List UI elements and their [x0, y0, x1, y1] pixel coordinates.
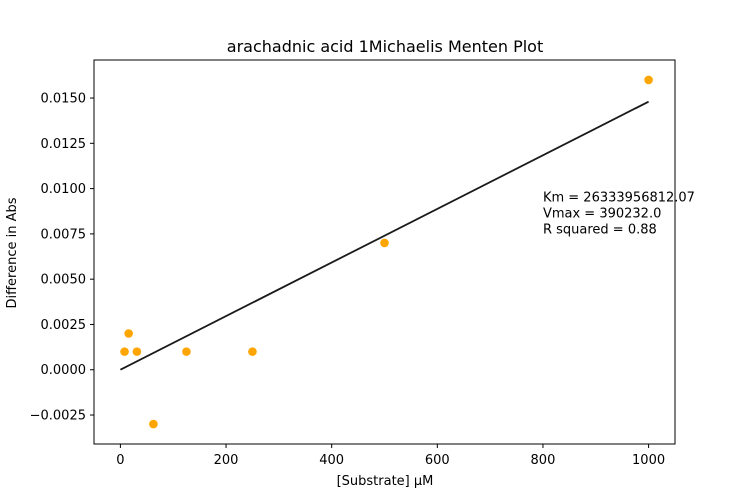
y-tick-label: −0.0025 — [30, 409, 86, 424]
fit-line-layer — [120, 100, 649, 371]
y-tick-label: 0.0000 — [41, 363, 87, 378]
plot-frame — [93, 59, 676, 445]
fit-line — [120, 100, 649, 371]
x-tick-label: 600 — [425, 453, 450, 468]
y-tick-label: 0.0100 — [41, 182, 87, 197]
data-points-layer — [120, 75, 653, 429]
y-tick-label: 0.0075 — [41, 227, 87, 242]
axes: 0 200 400 600 800 1000 −0.0025 0.0000 0.0025 0.00… — [30, 59, 676, 468]
data-point — [120, 347, 129, 356]
chart-title: arachadnic acid 1Michaelis Menten Plot — [227, 37, 543, 56]
fit-annotation-line: Km = 26333956812.07 — [543, 190, 695, 205]
x-tick-label: 800 — [531, 453, 556, 468]
x-tick-label: 0 — [116, 453, 124, 468]
x-tick-label: 1000 — [632, 453, 665, 468]
data-point — [124, 329, 133, 338]
data-point — [380, 238, 389, 248]
y-tick-label: 0.0125 — [41, 137, 87, 152]
y-tick-label: 0.0050 — [41, 273, 87, 288]
y-axis-label: Difference in Abs — [5, 197, 20, 308]
fit-annotation-line: Vmax = 390232.0 — [543, 206, 661, 221]
data-point — [149, 419, 158, 429]
x-tick-label: 400 — [319, 453, 344, 468]
data-point — [248, 347, 257, 356]
x-axis-label: [Substrate] µM — [337, 474, 434, 489]
fit-annotation-line: R squared = 0.88 — [543, 222, 657, 237]
data-point — [644, 75, 653, 85]
y-tick-label: 0.0150 — [41, 92, 87, 107]
x-tick-label: 200 — [214, 453, 239, 468]
data-point — [182, 347, 191, 356]
data-point — [132, 347, 142, 356]
y-tick-label: 0.0025 — [41, 318, 87, 333]
